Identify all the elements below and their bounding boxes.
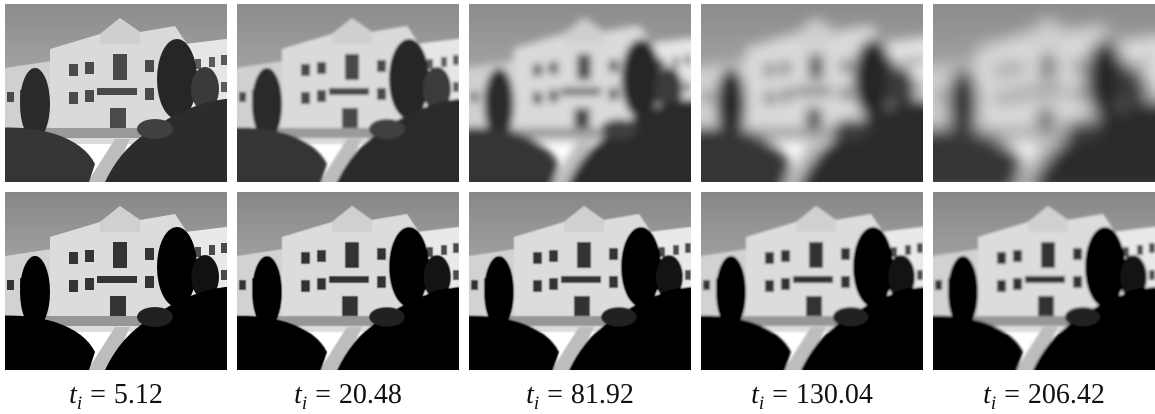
scene	[237, 4, 459, 182]
column-label: ti = 130.04	[751, 379, 873, 414]
label-value: 81.92	[571, 379, 634, 410]
image-content	[5, 192, 227, 370]
image-content	[933, 192, 1155, 370]
image-content	[5, 4, 227, 182]
image-grid	[5, 4, 1155, 370]
scene	[933, 4, 1155, 182]
scene	[5, 4, 227, 182]
label-variable: t	[526, 379, 535, 410]
label-variable: t	[751, 379, 760, 410]
scene	[5, 192, 227, 370]
scene	[237, 192, 459, 370]
scene	[469, 192, 691, 370]
smoothed-image	[701, 192, 923, 370]
label-operator: =	[547, 379, 563, 410]
smoothed-image	[933, 192, 1155, 370]
label-value: 206.42	[1028, 379, 1105, 410]
blurred-image	[469, 4, 691, 182]
label-variable: t	[69, 379, 78, 410]
image-content	[237, 4, 459, 182]
blurred-image	[5, 4, 227, 182]
column-label: ti = 20.48	[294, 379, 402, 414]
image-content	[701, 192, 923, 370]
blurred-image	[701, 4, 923, 182]
label-subscript: i	[534, 393, 539, 414]
column-label: ti = 5.12	[69, 379, 163, 414]
smoothed-image	[237, 192, 459, 370]
image-content	[701, 4, 923, 182]
scene	[701, 192, 923, 370]
column-label: ti = 206.42	[983, 379, 1105, 414]
label-subscript: i	[302, 393, 307, 414]
label-operator: =	[315, 379, 331, 410]
image-content	[237, 192, 459, 370]
label-value: 5.12	[114, 379, 163, 410]
label-operator: =	[772, 379, 788, 410]
label-subscript: i	[759, 393, 764, 414]
label-operator: =	[1004, 379, 1020, 410]
smoothed-image	[5, 192, 227, 370]
smoothed-image	[469, 192, 691, 370]
labels: ti = 5.12 ti = 20.48 ti = 81.92 ti = 130.04 ti = 206.4…	[69, 379, 1105, 414]
label-value: 20.48	[339, 379, 402, 410]
label-subscript: i	[991, 393, 996, 414]
column-label: ti = 81.92	[526, 379, 634, 414]
blurred-image	[237, 4, 459, 182]
scene	[701, 4, 923, 182]
label-operator: =	[90, 379, 106, 410]
blurred-image	[933, 4, 1155, 182]
label-variable: t	[294, 379, 303, 410]
image-content	[469, 192, 691, 370]
label-variable: t	[983, 379, 992, 410]
image-content	[933, 4, 1155, 182]
scene	[469, 4, 691, 182]
label-subscript: i	[77, 393, 82, 414]
image-content	[469, 4, 691, 182]
scene	[933, 192, 1155, 370]
label-value: 130.04	[796, 379, 873, 410]
